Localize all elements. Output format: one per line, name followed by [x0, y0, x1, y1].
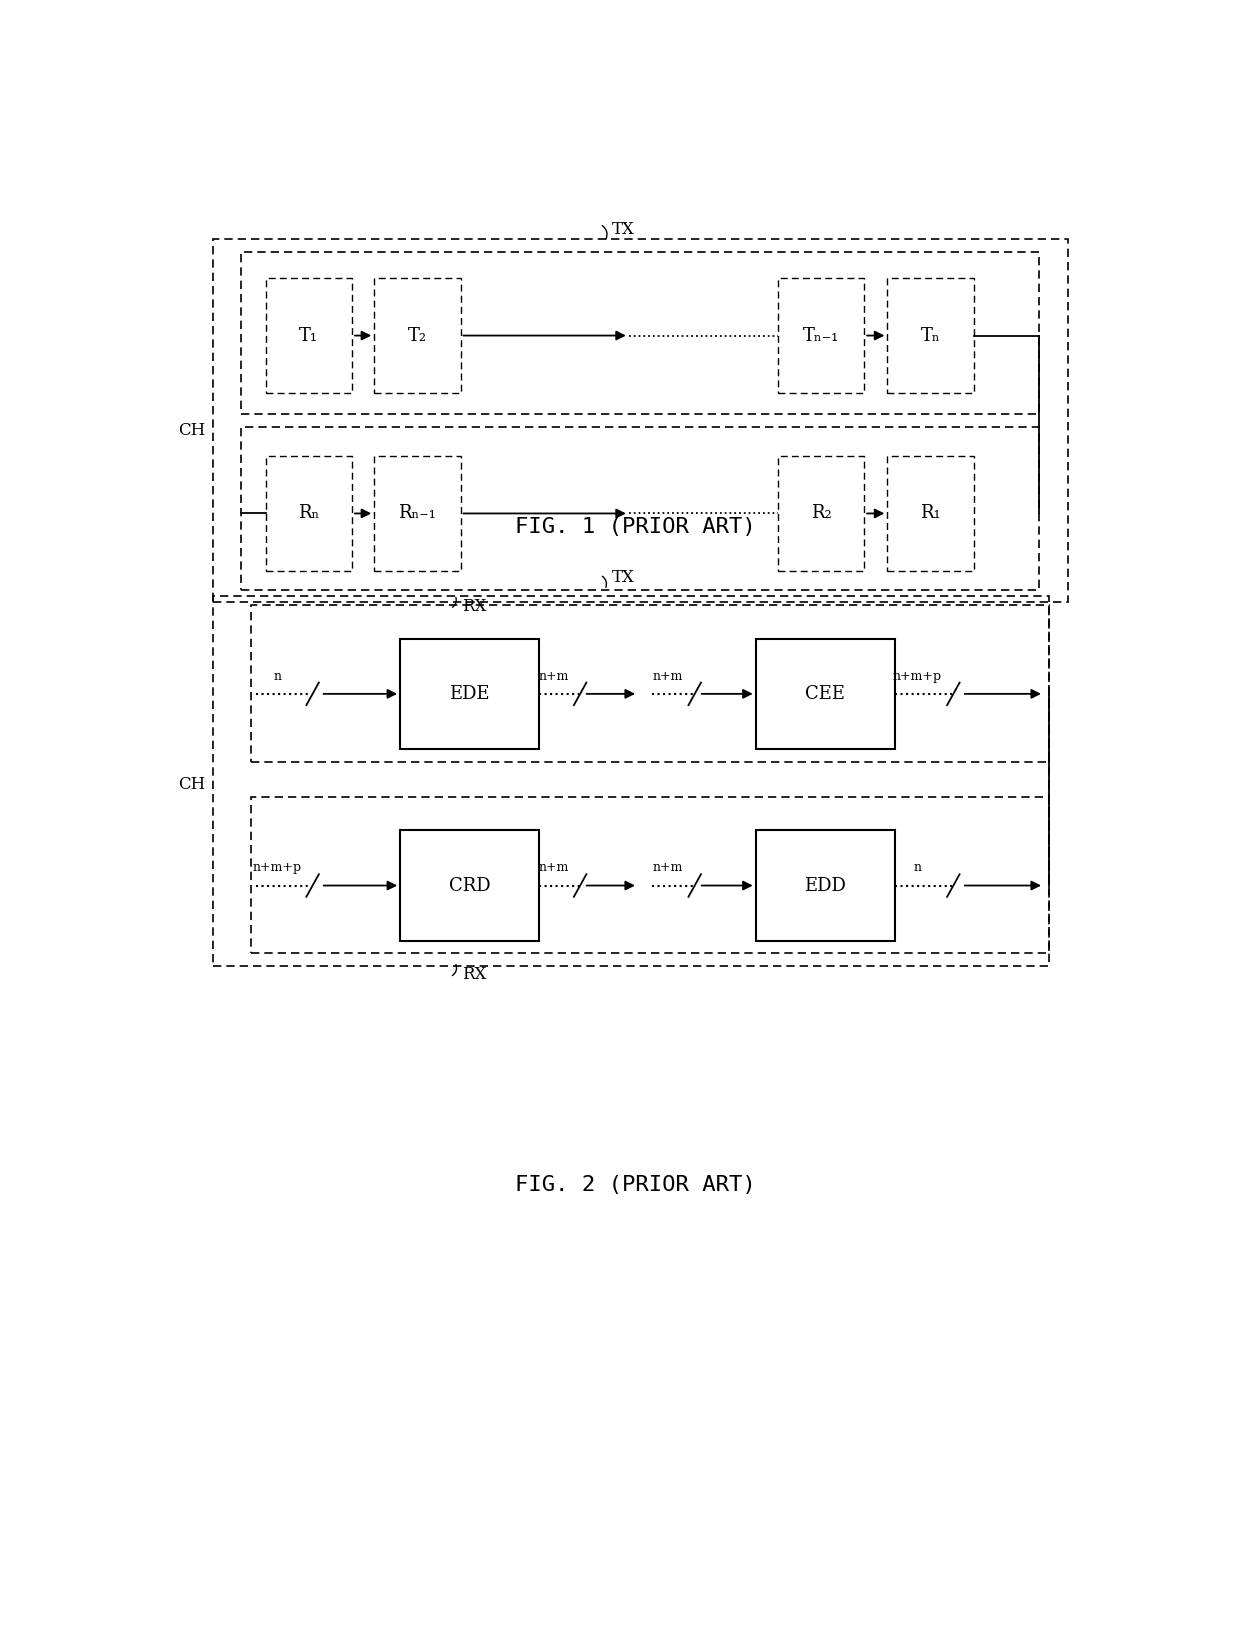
Text: FIG. 1 (PRIOR ART): FIG. 1 (PRIOR ART)	[515, 517, 756, 537]
Bar	[242, 252, 1039, 415]
Bar	[374, 278, 460, 394]
Text: RX: RX	[463, 966, 487, 983]
Bar	[250, 605, 1049, 761]
Bar	[401, 830, 539, 940]
Text: R₂: R₂	[811, 504, 831, 522]
Bar	[777, 456, 864, 571]
Text: Tₙ₋₁: Tₙ₋₁	[802, 327, 839, 345]
Text: n+m: n+m	[652, 670, 683, 683]
Bar	[374, 456, 460, 571]
Bar	[250, 797, 1049, 953]
Text: RX: RX	[463, 597, 487, 615]
Bar	[213, 239, 1068, 602]
Text: TX: TX	[611, 569, 635, 586]
Bar	[242, 426, 1039, 591]
Text: CH: CH	[177, 423, 205, 439]
Text: T₂: T₂	[408, 327, 427, 345]
Text: TX: TX	[611, 221, 635, 238]
Bar	[265, 456, 352, 571]
Text: R₁: R₁	[920, 504, 941, 522]
Text: n: n	[274, 670, 281, 683]
Text: EDD: EDD	[805, 877, 846, 895]
Text: n+m: n+m	[652, 861, 683, 874]
Text: EDE: EDE	[449, 685, 490, 703]
Text: Tₙ: Tₙ	[921, 327, 940, 345]
Text: FIG. 2 (PRIOR ART): FIG. 2 (PRIOR ART)	[515, 1175, 756, 1194]
Bar	[265, 278, 352, 394]
Text: Rₙ: Rₙ	[298, 504, 320, 522]
Text: n: n	[914, 861, 921, 874]
Text: CEE: CEE	[805, 685, 846, 703]
Bar	[401, 639, 539, 748]
Text: n+m+p: n+m+p	[893, 670, 942, 683]
Text: Rₙ₋₁: Rₙ₋₁	[398, 504, 436, 522]
Text: T₁: T₁	[299, 327, 319, 345]
Bar	[888, 278, 973, 394]
Bar	[888, 456, 973, 571]
Bar	[755, 639, 895, 748]
Text: n+m: n+m	[539, 670, 569, 683]
Text: CH: CH	[177, 776, 205, 792]
Bar	[777, 278, 864, 394]
Bar	[213, 595, 1049, 966]
Text: n+m+p: n+m+p	[253, 861, 303, 874]
Text: CRD: CRD	[449, 877, 491, 895]
Bar	[755, 830, 895, 940]
Text: n+m: n+m	[539, 861, 569, 874]
